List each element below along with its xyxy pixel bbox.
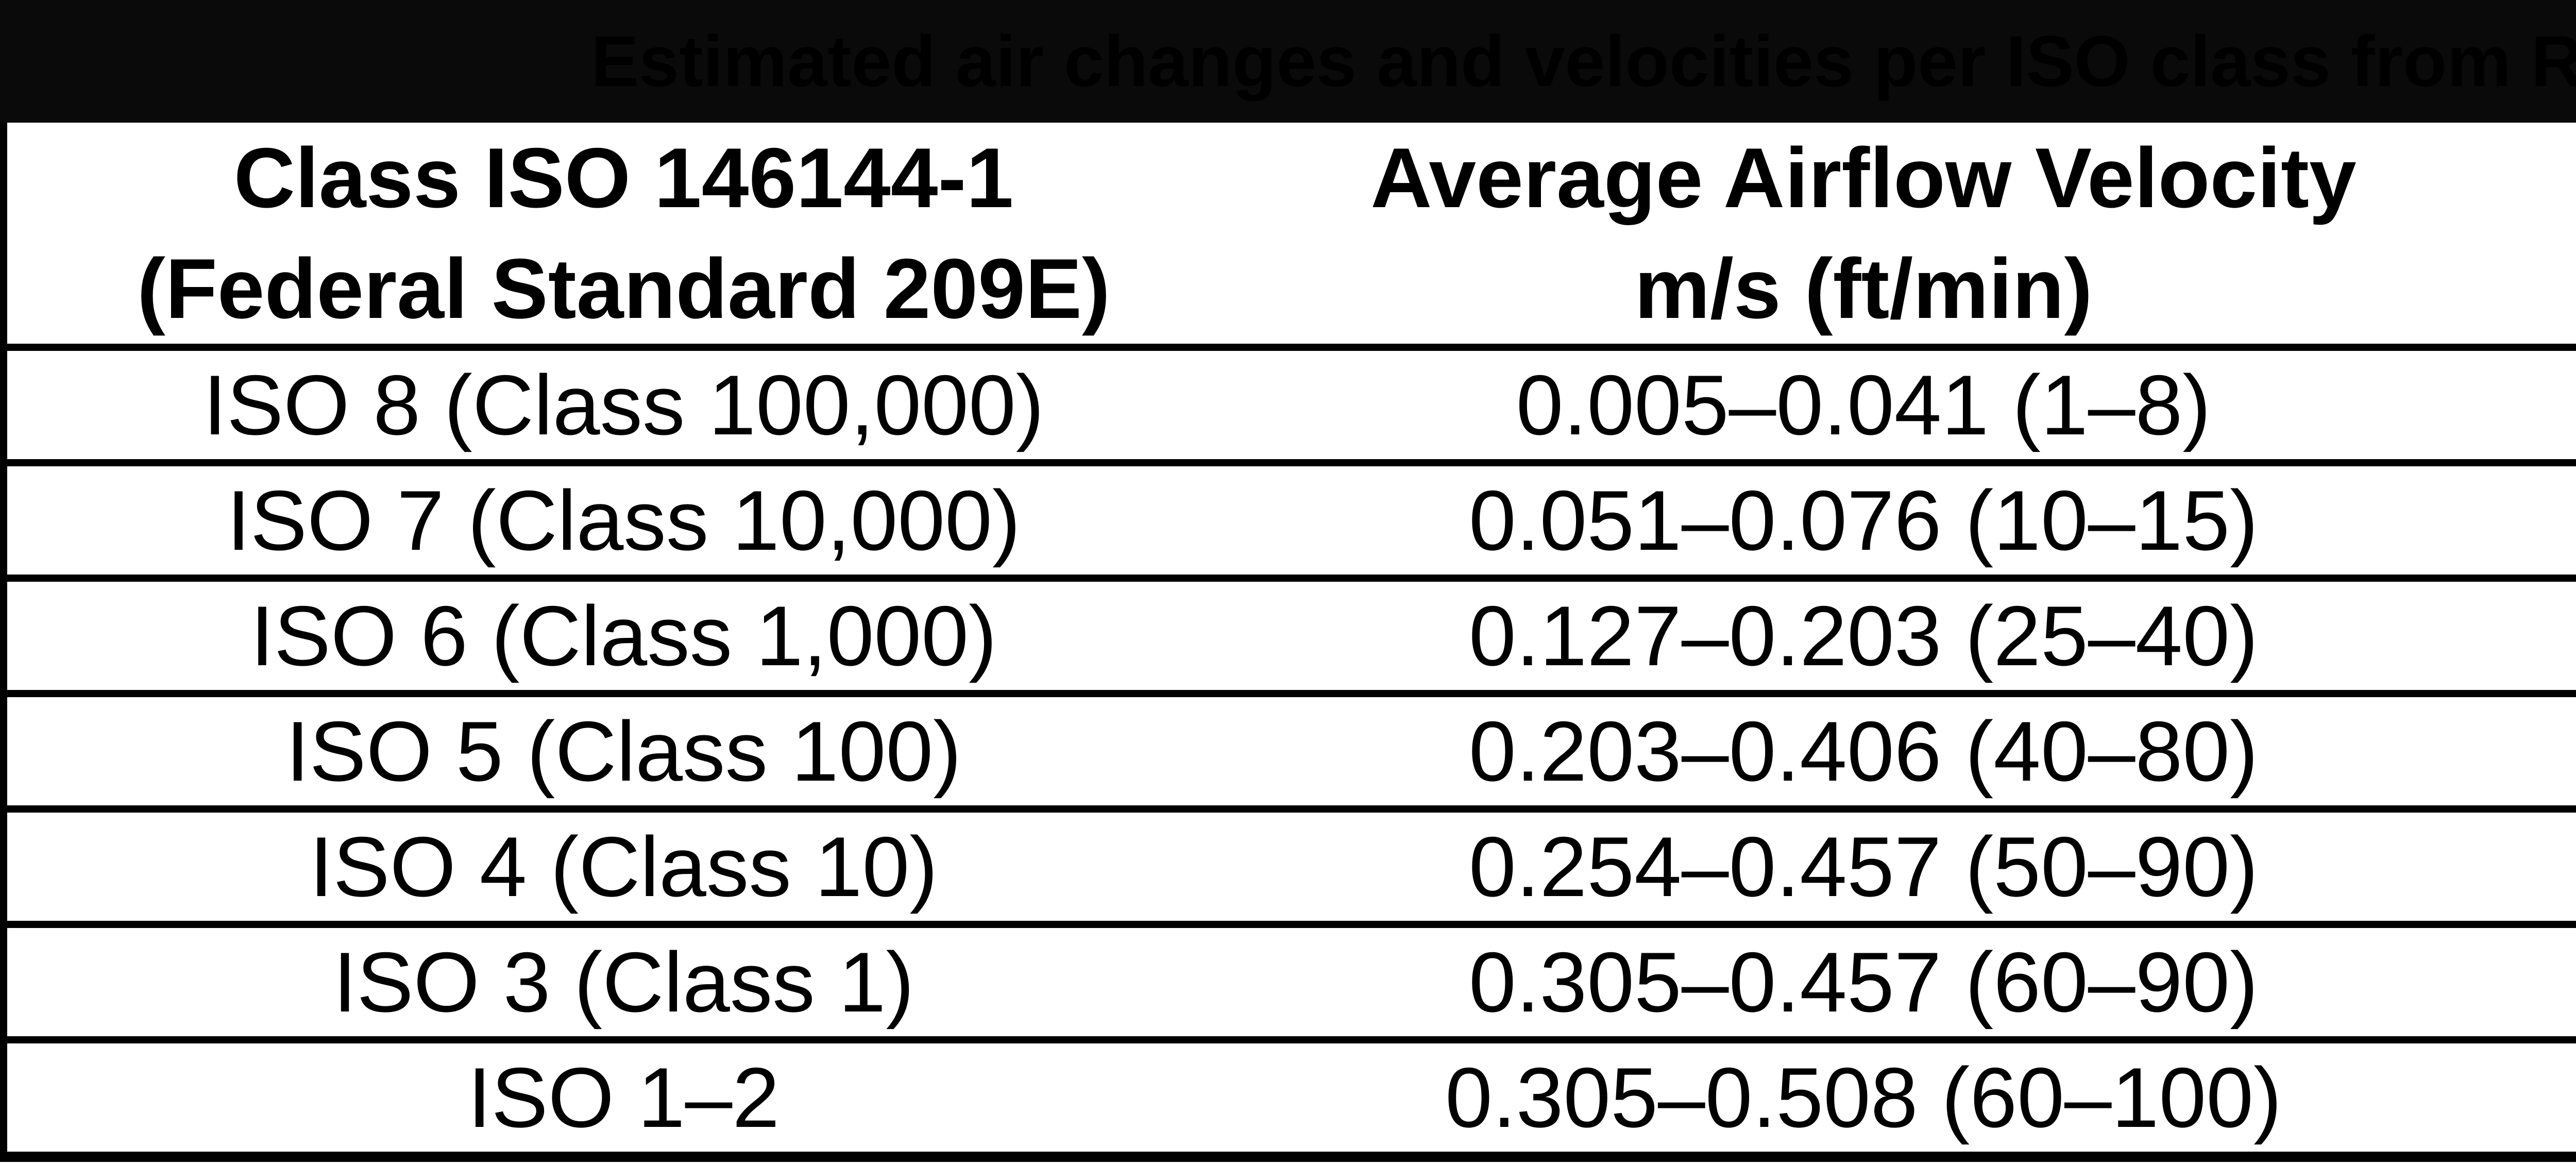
cell-iso-class: ISO 3 (Class 1) (4, 921, 1240, 1040)
cell-airflow-velocity: 0.005–0.041 (1–8) (1240, 344, 2487, 463)
cell-air-changes: 60–90 (2487, 459, 2576, 578)
col-header-airflow-velocity-line2: m/s (ft/min) (1634, 241, 2093, 336)
cell-airflow-velocity: 0.203–0.406 (40–80) (1240, 690, 2487, 809)
col-header-airflow-velocity-line1: Average Airflow Velocity (1370, 130, 2357, 225)
table-row: ISO 4 (Class 10)0.254–0.457 (50–90)300–5… (4, 805, 2576, 924)
cell-air-changes: 150–240 (2487, 575, 2576, 694)
col-header-iso-class-line1: Class ISO 146144-1 (233, 130, 1014, 225)
header-row: Class ISO 146144-1 (Federal Standard 209… (4, 123, 2576, 347)
cell-airflow-velocity: 0.051–0.076 (10–15) (1240, 459, 2487, 578)
cell-iso-class: ISO 7 (Class 10,000) (4, 459, 1240, 578)
col-header-airflow-velocity: Average Airflow Velocity m/s (ft/min) (1240, 123, 2487, 347)
cell-air-changes: 240–480 (2487, 690, 2576, 809)
image-caption-band: Estimated air changes and velocities per… (0, 0, 2576, 123)
col-header-air-changes-line2: per Hour (2487, 233, 2576, 344)
table-header: Class ISO 146144-1 (Federal Standard 209… (4, 123, 2576, 347)
cell-iso-class: ISO 8 (Class 100,000) (4, 344, 1240, 463)
cell-airflow-velocity: 0.254–0.457 (50–90) (1240, 805, 2487, 924)
table-row: ISO 3 (Class 1)0.305–0.457 (60–90)360–54… (4, 921, 2576, 1040)
table-body: ISO 8 (Class 100,000)0.005–0.041 (1–8)5–… (4, 344, 2576, 1157)
table-row: ISO 7 (Class 10,000)0.051–0.076 (10–15)6… (4, 459, 2576, 578)
cell-air-changes: 5–48 (2487, 344, 2576, 463)
cell-airflow-velocity: 0.127–0.203 (25–40) (1240, 575, 2487, 694)
table-row: ISO 8 (Class 100,000)0.005–0.041 (1–8)5–… (4, 344, 2576, 463)
col-header-air-changes: Air Changes per Hour (2487, 123, 2576, 347)
table-row: ISO 6 (Class 1,000)0.127–0.203 (25–40)15… (4, 575, 2576, 694)
col-header-air-changes-line1: Air Changes (2487, 123, 2576, 233)
cell-iso-class: ISO 5 (Class 100) (4, 690, 1240, 809)
cell-airflow-velocity: 0.305–0.457 (60–90) (1240, 921, 2487, 1040)
cell-air-changes: 300–540 (2487, 805, 2576, 924)
cell-airflow-velocity: 0.305–0.508 (60–100) (1240, 1036, 2487, 1157)
cell-iso-class: ISO 6 (Class 1,000) (4, 575, 1240, 694)
cleanroom-iso-table: Class ISO 146144-1 (Federal Standard 209… (0, 123, 2576, 1162)
cell-air-changes: 360–540 (2487, 921, 2576, 1040)
cell-iso-class: ISO 1–2 (4, 1036, 1240, 1157)
col-header-iso-class-line2: (Federal Standard 209E) (137, 241, 1110, 336)
table-row: ISO 5 (Class 100)0.203–0.406 (40–80)240–… (4, 690, 2576, 809)
col-header-iso-class: Class ISO 146144-1 (Federal Standard 209… (4, 123, 1240, 347)
cell-iso-class: ISO 4 (Class 10) (4, 805, 1240, 924)
cell-air-changes: 360–600 (2487, 1036, 2576, 1157)
table-row: ISO 1–20.305–0.508 (60–100)360–60080%–10… (4, 1036, 2576, 1157)
hidden-caption-text: Estimated air changes and velocities per… (590, 21, 2576, 102)
